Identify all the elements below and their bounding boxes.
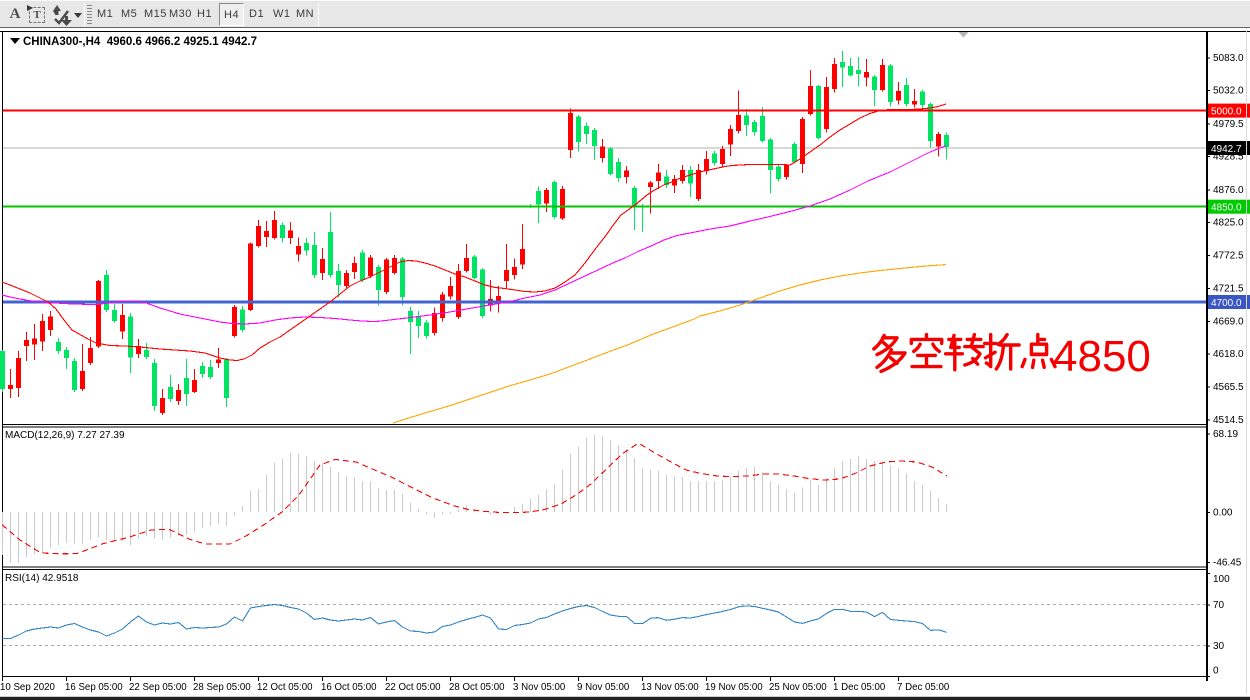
svg-text:4876.0: 4876.0	[1213, 185, 1244, 196]
svg-text:4979.5: 4979.5	[1213, 119, 1244, 130]
svg-text:22 Sep 05:00: 22 Sep 05:00	[129, 682, 187, 693]
svg-text:CHINA300-,H4 4960.6 4966.2 49: CHINA300-,H4 4960.6 4966.2 4925.1 4942.7	[23, 36, 257, 48]
svg-text:4850: 4850	[1053, 332, 1151, 381]
svg-text:0: 0	[1213, 665, 1219, 676]
svg-text:13 Nov 05:00: 13 Nov 05:00	[641, 682, 699, 693]
svg-text:4942.7: 4942.7	[1211, 144, 1242, 155]
svg-text:4772.5: 4772.5	[1213, 251, 1244, 262]
svg-text:RSI(14) 42.9518: RSI(14) 42.9518	[5, 573, 79, 584]
svg-text:4700.0: 4700.0	[1211, 298, 1242, 309]
svg-text:19 Nov 05:00: 19 Nov 05:00	[705, 682, 763, 693]
svg-text:10 Sep 2020: 10 Sep 2020	[0, 682, 56, 693]
svg-text:3 Nov 05:00: 3 Nov 05:00	[513, 682, 566, 693]
svg-text:4721.5: 4721.5	[1213, 284, 1244, 295]
svg-text:22 Oct 05:00: 22 Oct 05:00	[385, 682, 441, 693]
svg-text:68.19: 68.19	[1213, 429, 1238, 440]
svg-text:7 Dec 05:00: 7 Dec 05:00	[897, 682, 950, 693]
svg-text:4825.0: 4825.0	[1213, 218, 1244, 229]
svg-text:25 Nov 05:00: 25 Nov 05:00	[769, 682, 827, 693]
svg-text:0.00: 0.00	[1213, 508, 1233, 519]
svg-text:9 Nov 05:00: 9 Nov 05:00	[577, 682, 630, 693]
svg-text:16 Oct 05:00: 16 Oct 05:00	[321, 682, 377, 693]
svg-text:100: 100	[1213, 574, 1230, 585]
svg-text:28 Oct 05:00: 28 Oct 05:00	[449, 682, 505, 693]
svg-text:12 Oct 05:00: 12 Oct 05:00	[257, 682, 313, 693]
svg-text:5083.0: 5083.0	[1213, 53, 1244, 64]
svg-text:70: 70	[1213, 600, 1225, 611]
svg-text:30: 30	[1213, 641, 1225, 652]
svg-text:4928.5: 4928.5	[1213, 152, 1244, 163]
svg-text:16 Sep 05:00: 16 Sep 05:00	[65, 682, 123, 693]
svg-text:4565.5: 4565.5	[1213, 382, 1244, 393]
svg-text:-46.45: -46.45	[1213, 558, 1242, 569]
svg-text:4618.0: 4618.0	[1213, 349, 1244, 360]
svg-text:5032.0: 5032.0	[1213, 86, 1244, 97]
svg-text:4850.0: 4850.0	[1211, 203, 1242, 214]
svg-text:4514.5: 4514.5	[1213, 415, 1244, 426]
svg-text:1 Dec 05:00: 1 Dec 05:00	[833, 682, 886, 693]
svg-text:4669.0: 4669.0	[1213, 317, 1244, 328]
svg-text:28 Sep 05:00: 28 Sep 05:00	[193, 682, 251, 693]
svg-text:5000.0: 5000.0	[1211, 107, 1242, 118]
svg-text:MACD(12,26,9) 7.27 27.39: MACD(12,26,9) 7.27 27.39	[5, 430, 125, 441]
